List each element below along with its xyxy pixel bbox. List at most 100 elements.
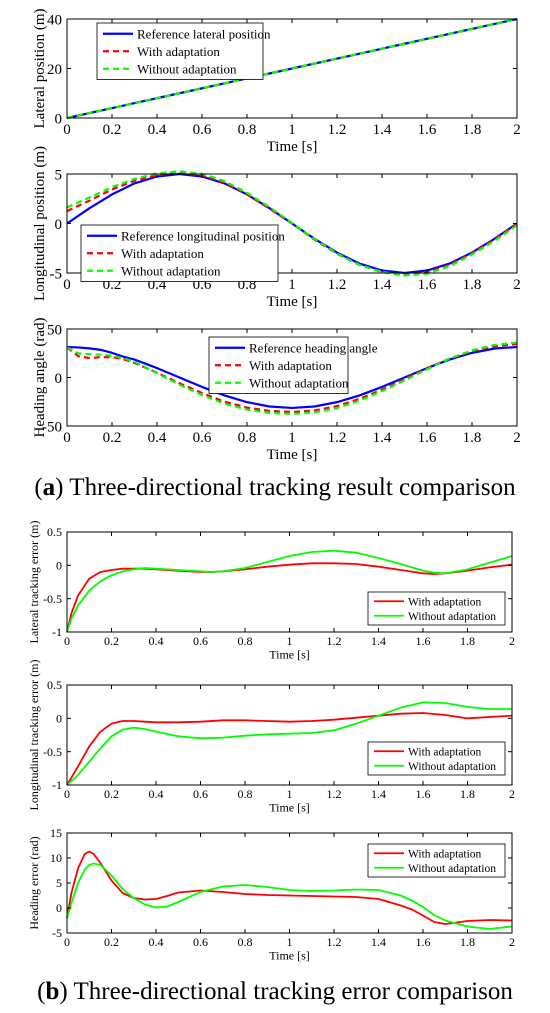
x-tick-label: 0.8 — [238, 634, 253, 648]
y-axis-label: Longitudinal tracking error (m) — [27, 660, 41, 811]
x-tick-label: 1 — [288, 122, 296, 138]
legend-box — [208, 336, 349, 394]
x-tick-label: 0.2 — [103, 122, 122, 138]
y-tick-label: -5 — [52, 926, 62, 940]
chart-4: 0 0.2 0.4 0.6 0.8 1 1.2 1.4 1.6 1.8 2 -1 -0.5 0 0.5 Tim… — [27, 521, 515, 662]
x-tick-label: 1.8 — [463, 122, 482, 138]
series-line-2 — [66, 701, 512, 786]
legend-entry: Without adaptation — [408, 761, 496, 773]
x-tick-label: 0 — [64, 935, 70, 949]
y-tick-label: -50 — [42, 419, 62, 435]
y-tick-label: -5 — [50, 266, 63, 282]
legend: With adaptation Without adaptation — [367, 741, 506, 776]
y-tick-label: 0 — [56, 712, 62, 726]
legend-entry: With adaptation — [137, 44, 220, 59]
series-line-3 — [66, 341, 518, 415]
x-tick-label: 1.2 — [328, 430, 347, 446]
x-axis-label: Time [s] — [269, 948, 310, 962]
y-axis-label: Lateral tracking error (m) — [27, 521, 41, 644]
x-tick-label: 0.2 — [104, 634, 119, 648]
x-tick-label: 0.4 — [149, 935, 164, 949]
legend-box — [80, 224, 279, 282]
x-tick-label: 2 — [513, 277, 521, 293]
caption-b-text: Three-directional tracking error compari… — [73, 978, 513, 1005]
x-tick-label: 0.6 — [193, 430, 212, 446]
legend-box — [367, 843, 506, 878]
x-tick-label: 1 — [288, 277, 296, 293]
legend-entry: With adaptation — [408, 596, 482, 608]
x-tick-label: 1.2 — [327, 787, 342, 801]
x-tick-label: 1 — [287, 634, 293, 648]
x-tick-label: 0.6 — [193, 122, 212, 138]
legend-entry: Reference longitudinal position — [121, 228, 285, 243]
legend-entry: Reference lateral position — [137, 26, 271, 41]
legend: With adaptation Without adaptation — [367, 591, 506, 626]
x-tick-label: 1.6 — [416, 787, 431, 801]
series-line-2 — [66, 862, 513, 930]
y-tick-label: 10 — [50, 851, 62, 865]
legend-entry: Without adaptation — [121, 263, 221, 278]
x-tick-label: 0 — [63, 277, 71, 293]
y-axis-label: Longitudinal position (m) — [32, 146, 48, 301]
legend-entry: With adaptation — [121, 246, 204, 261]
caption-a-text: Three-directional tracking result compar… — [69, 474, 516, 501]
x-tick-label: 1.2 — [327, 935, 342, 949]
y-tick-label: -1 — [52, 778, 62, 792]
x-tick-label: 1.8 — [463, 430, 482, 446]
y-tick-label: 5 — [56, 876, 62, 890]
y-tick-label: 15 — [50, 826, 62, 840]
x-tick-label: 1.8 — [460, 935, 475, 949]
series-line-1 — [66, 850, 513, 925]
x-tick-label: 1.4 — [373, 430, 392, 446]
x-tick-label: 0.6 — [193, 787, 208, 801]
x-tick-label: 0.2 — [103, 430, 122, 446]
x-tick-label: 2 — [509, 935, 515, 949]
y-tick-label: 0 — [55, 217, 63, 233]
x-tick-label: 0.4 — [149, 787, 164, 801]
legend-box — [96, 22, 264, 80]
y-tick-label: 0.5 — [47, 525, 62, 539]
legend-entry: Without adaptation — [137, 61, 237, 76]
y-tick-label: -0.5 — [43, 745, 62, 759]
x-tick-label: 1.6 — [418, 430, 437, 446]
chart-5: 0 0.2 0.4 0.6 0.8 1 1.2 1.4 1.6 1.8 2 -1 -0.5 0 0.5 Tim… — [27, 660, 515, 815]
series-group — [66, 170, 518, 277]
x-tick-label: 1.2 — [327, 634, 342, 648]
x-tick-label: 1.8 — [463, 277, 482, 293]
x-tick-label: 0.6 — [193, 935, 208, 949]
y-tick-label: 5 — [55, 167, 63, 183]
x-tick-label: 2 — [509, 787, 515, 801]
x-tick-label: 1.4 — [371, 935, 386, 949]
y-tick-label: 0 — [55, 371, 63, 387]
x-tick-label: 1.6 — [416, 634, 431, 648]
x-tick-label: 1.4 — [373, 122, 392, 138]
legend-entry: With adaptation — [249, 358, 332, 373]
x-tick-label: 1.6 — [416, 935, 431, 949]
x-tick-label: 0.4 — [148, 122, 167, 138]
x-tick-label: 0.8 — [238, 787, 253, 801]
legend-box — [367, 741, 506, 776]
y-tick-label: 40 — [47, 12, 62, 28]
y-tick-label: 0 — [55, 111, 63, 127]
y-tick-label: 50 — [47, 322, 62, 338]
x-tick-label: 0.2 — [104, 787, 119, 801]
series-group — [66, 701, 513, 786]
series-line-2 — [66, 549, 513, 633]
x-tick-label: 0.6 — [193, 634, 208, 648]
x-axis-label: Time [s] — [267, 294, 318, 310]
series-group — [66, 17, 518, 120]
caption-b: (b) Three-directional tracking error com… — [37, 978, 513, 1005]
y-axis-label: Lateral position (m) — [32, 9, 48, 129]
legend-entry: Without adaptation — [249, 375, 349, 390]
x-tick-label: 0 — [63, 122, 71, 138]
x-tick-label: 2 — [509, 634, 515, 648]
legend: Reference lateral position With adaptatio… — [96, 22, 271, 80]
x-tick-label: 1.8 — [460, 634, 475, 648]
legend-box — [367, 591, 506, 626]
x-tick-label: 2 — [513, 122, 521, 138]
series-group — [66, 850, 513, 930]
legend: Reference heading angle With adaptation Wi… — [208, 336, 378, 394]
y-axis-label: Heading angle (rad) — [32, 318, 48, 438]
